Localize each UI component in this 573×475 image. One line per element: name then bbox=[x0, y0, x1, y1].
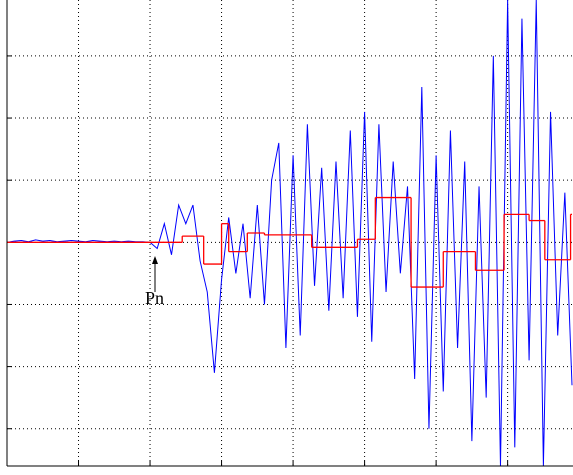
plot-area bbox=[7, 0, 573, 466]
grid bbox=[7, 0, 572, 466]
signal-line bbox=[7, 0, 573, 466]
arrow-head bbox=[152, 256, 158, 264]
annotation: Pn bbox=[145, 288, 164, 308]
